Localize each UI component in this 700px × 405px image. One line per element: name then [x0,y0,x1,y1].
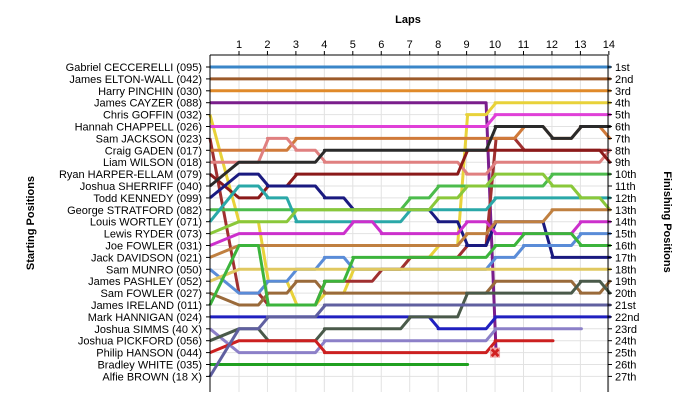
finish-position-label: 4th [615,98,630,110]
finish-position-label: 13th [615,205,636,217]
series-line [209,267,612,283]
series-line [209,148,612,200]
finish-position-label: 19th [615,276,636,288]
finish-position-label: 22nd [615,312,639,324]
starting-position-label: Craig GADEN (017) [105,145,202,157]
series-line [209,208,612,259]
x-tick-label: 1 [236,39,242,51]
finish-position-label: 3rd [615,86,631,98]
starting-position-label: Alfie BROWN (18 X) [102,371,202,383]
starting-position-label: Sam MUNRO (050) [106,264,202,276]
starting-position-label: Joshua PICKFORD (056) [78,336,202,348]
finish-position-label: 20th [615,288,636,300]
finish-position-label: 17th [615,252,636,264]
series-line [210,101,498,355]
starting-position-label: James PASHLEY (052) [88,276,202,288]
starting-position-label: Mark HANNIGAN (024) [88,312,202,324]
retired-marker-bg [490,347,501,358]
series-line [208,303,612,378]
x-tick-label: 5 [350,39,356,51]
starting-position-label: Hannah CHAPPELL (026) [75,122,202,134]
finish-position-label: 8th [615,145,630,157]
series-line [209,125,612,188]
starting-position-label: Sam FOWLER (027) [101,288,202,300]
x-tick-label: 7 [407,39,413,51]
x-tick-label: 3 [293,39,299,51]
finish-position-label: 14th [615,217,636,229]
x-tick-label: 8 [435,39,441,51]
x-tick-label: 12 [546,39,558,51]
series-line [209,339,555,355]
x-axis-title: Laps [395,14,421,26]
starting-position-label: James IRELAND (011) [91,300,202,312]
finish-position-label: 12th [615,193,636,205]
finish-position-label: 15th [615,229,636,241]
finish-position-label: 25th [615,348,636,360]
starting-position-label: Liam WILSON (018) [103,157,202,169]
series-line [209,172,612,235]
x-tick-label: 6 [378,39,384,51]
y-axis-title-right: Finishing Positions [661,171,673,272]
finish-position-label: 24th [615,336,636,348]
x-tick-label: 11 [518,39,529,51]
x-tick-label: 9 [464,39,470,51]
finish-position-label: 18th [615,264,636,276]
x-tick-label: 10 [489,39,501,51]
series-line [208,232,612,307]
finish-position-label: 7th [615,133,630,145]
finish-position-label: 16th [615,241,636,253]
starting-position-label: James CAYZER (088) [94,98,202,110]
starting-position-label: George STRATFORD (082) [67,205,202,217]
labels: 1 2 3 4 5 6 7 8 9 10 11 12 13 141st2nd3rd4th5th6th7th… [59,39,640,383]
finish-position-label: 26th [615,360,636,372]
finish-position-label: 27th [615,371,636,383]
finish-position-label: 5th [615,110,630,122]
finish-position-label: 11th [615,181,636,193]
series-line [210,136,612,176]
starting-position-label: Todd KENNEDY (099) [93,193,202,205]
finish-position-label: 21st [615,300,636,312]
x-tick-label: 13 [574,39,586,51]
x-tick-label: 4 [321,39,327,51]
starting-position-label: Ryan HARPER-ELLAM (079) [59,169,202,181]
starting-position-label: Joe FOWLER (031) [105,241,202,253]
finish-position-label: 2nd [615,74,633,86]
starting-position-label: Lewis RYDER (073) [104,229,202,241]
starting-position-label: Bradley WHITE (035) [97,360,202,372]
series-line [209,327,583,355]
retired-marker-icon: ✖ [490,347,501,362]
starting-position-label: Philip HANSON (044) [96,348,202,360]
starting-position-label: Joshua SHERRIFF (040) [80,181,202,193]
finish-position-label: 1st [615,62,630,74]
starting-position-label: Jack DAVIDSON (021) [91,252,202,264]
starting-position-label: Joshua SIMMS (40 X) [94,324,202,336]
starting-position-label: Harry PINCHIN (030) [98,86,202,98]
series-line [209,279,612,307]
finish-position-label: 23rd [615,324,637,336]
finish-position-label: 10th [615,169,636,181]
finish-position-label: 6th [615,122,630,134]
starting-position-label: Gabriel CECCERELLI (095) [66,62,202,74]
starting-position-label: Louis WORTLEY (071) [90,217,202,229]
series-lines [208,65,612,378]
starting-position-label: Sam JACKSON (023) [96,133,202,145]
series-line [210,113,612,128]
x-tick-label: 2 [264,39,270,51]
finish-position-label: 9th [615,157,630,169]
x-tick-label: 14 [603,39,615,51]
axes [206,51,612,392]
starting-position-label: James ELTON-WALL (042) [69,74,202,86]
starting-position-label: Chris GOFFIN (032) [103,110,202,122]
y-axis-title-left: Starting Positions [25,176,37,270]
